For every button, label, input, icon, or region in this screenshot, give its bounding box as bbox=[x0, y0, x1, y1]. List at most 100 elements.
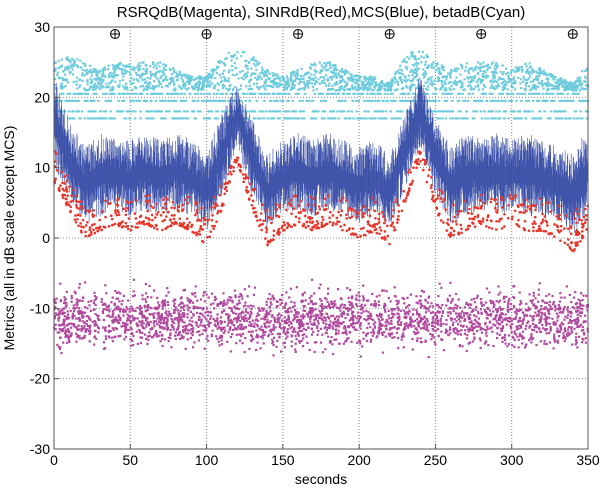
sinr-point bbox=[211, 206, 214, 209]
beta-point bbox=[449, 117, 452, 119]
sinr-point bbox=[509, 194, 512, 197]
beta-point bbox=[556, 79, 558, 81]
beta-point bbox=[254, 93, 256, 95]
beta-point bbox=[368, 117, 371, 119]
beta-point bbox=[295, 93, 298, 95]
sinr-point bbox=[165, 227, 168, 230]
beta-point bbox=[127, 66, 129, 68]
beta-point bbox=[363, 100, 366, 102]
beta-point bbox=[174, 93, 177, 95]
beta-point bbox=[339, 86, 341, 88]
sinr-point bbox=[582, 216, 585, 219]
beta-point bbox=[359, 88, 361, 90]
beta-point bbox=[203, 93, 206, 95]
beta-point bbox=[583, 100, 586, 102]
beta-point bbox=[559, 117, 562, 119]
sinr-point bbox=[567, 227, 570, 230]
beta-point bbox=[397, 70, 399, 72]
beta-point bbox=[283, 110, 286, 112]
beta-point bbox=[447, 73, 449, 75]
beta-point bbox=[173, 82, 175, 84]
beta-point bbox=[528, 77, 530, 79]
sinr-point bbox=[84, 231, 87, 234]
beta-point bbox=[566, 81, 568, 83]
beta-point bbox=[410, 87, 412, 89]
beta-point bbox=[245, 85, 247, 87]
beta-point bbox=[480, 63, 482, 65]
sinr-point bbox=[74, 214, 77, 217]
beta-point bbox=[532, 86, 534, 88]
beta-point bbox=[138, 62, 140, 64]
beta-point bbox=[401, 81, 403, 83]
beta-point bbox=[448, 93, 451, 95]
beta-point bbox=[278, 117, 281, 119]
beta-point bbox=[510, 70, 512, 72]
sinr-point bbox=[157, 211, 160, 214]
beta-point bbox=[55, 68, 57, 70]
beta-point bbox=[314, 93, 317, 95]
beta-point bbox=[268, 78, 270, 80]
beta-point bbox=[241, 70, 243, 72]
beta-point bbox=[423, 85, 425, 87]
beta-point bbox=[186, 77, 188, 79]
sinr-point bbox=[585, 228, 588, 231]
sinr-point bbox=[63, 182, 66, 185]
sinr-point bbox=[546, 221, 549, 224]
beta-point bbox=[314, 110, 317, 112]
beta-point bbox=[526, 65, 528, 67]
beta-point bbox=[93, 78, 95, 80]
beta-point bbox=[297, 89, 299, 91]
beta-point bbox=[402, 73, 404, 75]
beta-point bbox=[344, 73, 346, 75]
beta-point bbox=[330, 67, 332, 69]
beta-point bbox=[475, 66, 477, 68]
beta-point bbox=[502, 73, 504, 75]
sinr-point bbox=[490, 220, 493, 223]
beta-point bbox=[175, 100, 178, 102]
beta-point bbox=[93, 110, 96, 112]
beta-point bbox=[122, 110, 125, 112]
beta-point bbox=[144, 78, 146, 80]
beta-point bbox=[507, 82, 509, 84]
sinr-point bbox=[438, 213, 441, 216]
beta-point bbox=[271, 72, 273, 74]
sinr-point bbox=[304, 226, 307, 229]
sinr-point bbox=[232, 170, 235, 173]
beta-point bbox=[61, 58, 63, 60]
beta-point bbox=[210, 74, 212, 76]
beta-point bbox=[329, 117, 332, 119]
beta-point bbox=[415, 59, 417, 61]
beta-point bbox=[280, 83, 282, 85]
sinr-point bbox=[289, 199, 292, 202]
beta-point bbox=[143, 73, 145, 75]
beta-point bbox=[399, 65, 401, 67]
beta-point bbox=[504, 110, 507, 112]
sinr-point bbox=[540, 229, 543, 232]
beta-point bbox=[456, 84, 458, 86]
beta-point bbox=[122, 79, 124, 81]
beta-point bbox=[430, 64, 432, 66]
beta-point bbox=[347, 71, 349, 73]
beta-point bbox=[312, 110, 315, 112]
beta-point bbox=[374, 87, 376, 89]
beta-point bbox=[377, 100, 380, 102]
sinr-point bbox=[206, 236, 209, 239]
beta-point bbox=[234, 54, 236, 56]
beta-point bbox=[252, 56, 254, 58]
beta-point bbox=[296, 74, 298, 76]
sinr-point bbox=[101, 210, 104, 213]
beta-point bbox=[259, 86, 261, 88]
sinr-point bbox=[352, 227, 355, 230]
beta-point bbox=[286, 100, 289, 102]
sinr-point bbox=[116, 209, 119, 212]
beta-point bbox=[483, 65, 485, 67]
beta-point bbox=[301, 117, 304, 119]
beta-point bbox=[292, 100, 295, 102]
beta-point bbox=[420, 56, 422, 58]
sinr-point bbox=[260, 212, 263, 215]
beta-point bbox=[400, 93, 403, 95]
beta-point bbox=[324, 82, 326, 84]
sinr-point bbox=[79, 214, 82, 217]
beta-point bbox=[431, 84, 433, 86]
beta-point bbox=[579, 110, 582, 112]
